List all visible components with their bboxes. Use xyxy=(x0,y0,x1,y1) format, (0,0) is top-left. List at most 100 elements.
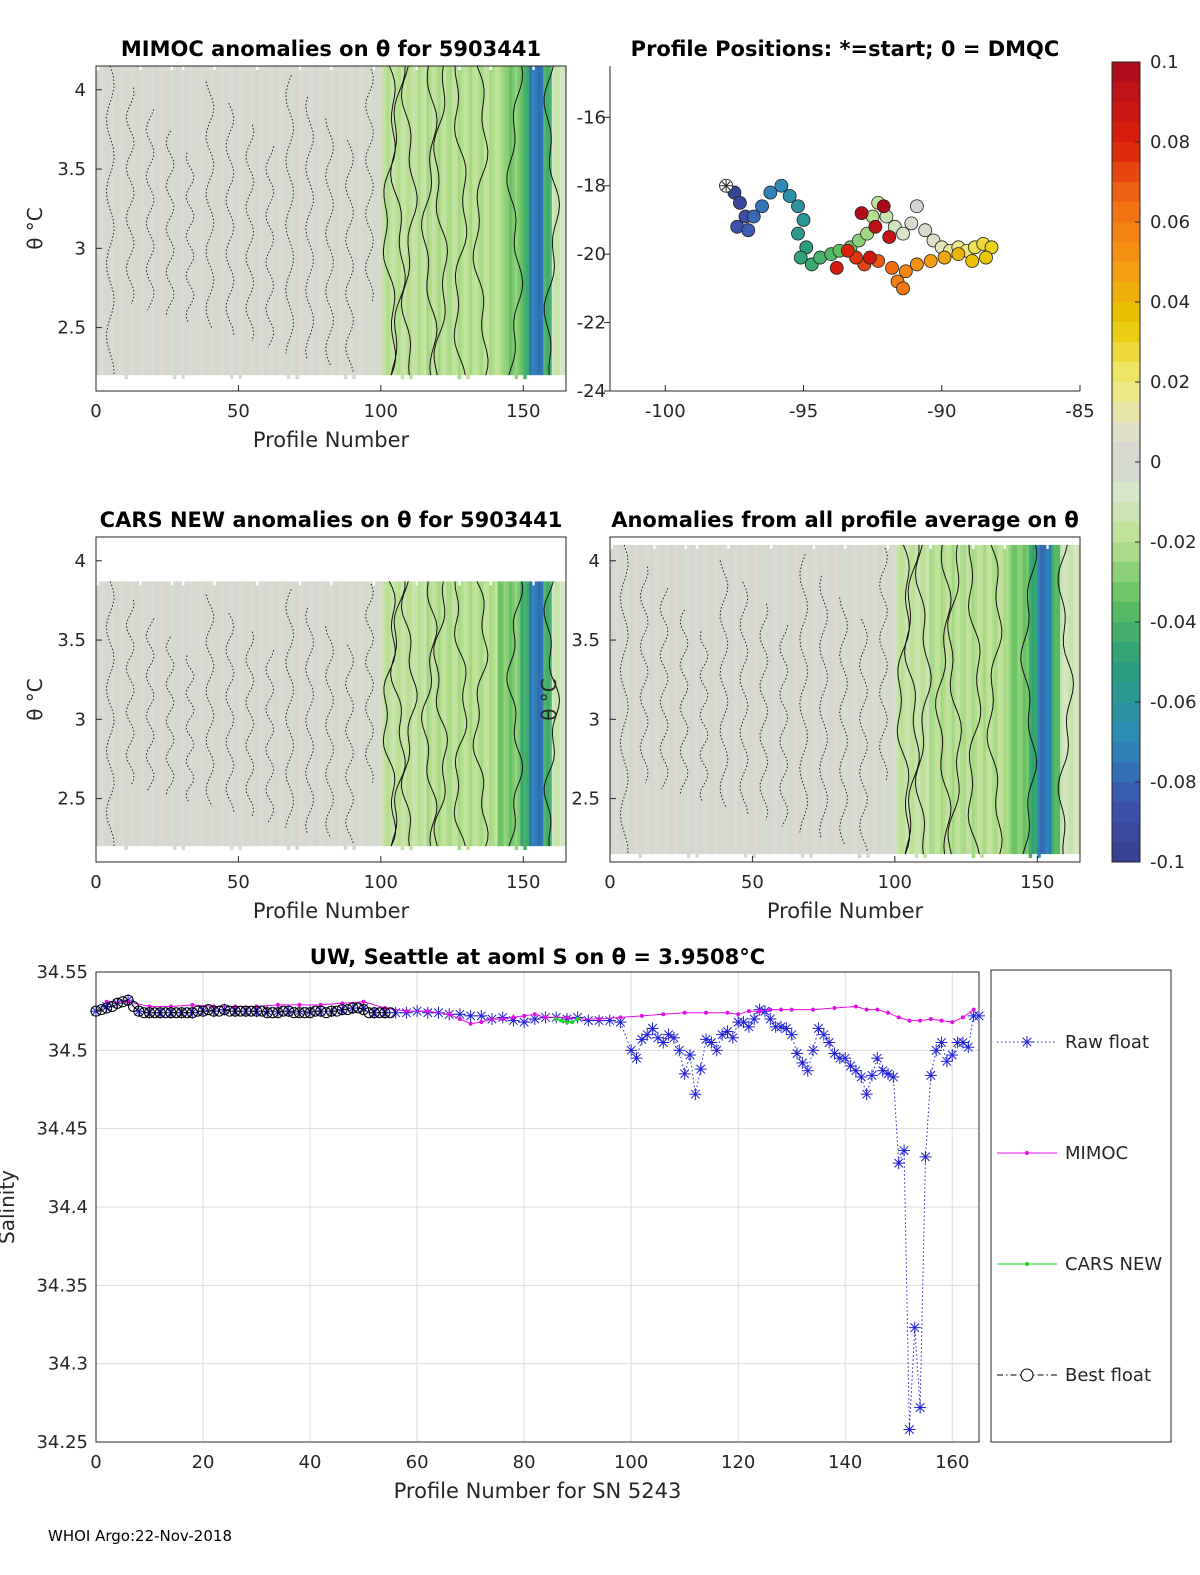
mimoc-cell xyxy=(170,70,174,376)
position-point xyxy=(979,250,993,265)
cars-cell xyxy=(457,585,462,851)
avg-cell xyxy=(869,544,873,855)
cars-contour xyxy=(400,581,418,847)
avg-cell xyxy=(1003,548,1007,855)
colorbar-segment xyxy=(1112,202,1140,223)
raw-float-point xyxy=(899,1146,909,1156)
avg-cell xyxy=(988,544,993,855)
mimoc-cell xyxy=(389,66,393,376)
cars-cell xyxy=(397,581,402,847)
mimoc-cell xyxy=(98,66,103,376)
mimoc-cell xyxy=(172,66,177,380)
mimoc-cell xyxy=(127,66,131,376)
raw-float-point xyxy=(466,1011,476,1021)
mimoc-point xyxy=(918,1018,923,1023)
cars-cell xyxy=(155,581,160,847)
colorbar-tick-label: -0.06 xyxy=(1150,692,1197,713)
avg-cell xyxy=(706,544,711,855)
best-float-point xyxy=(384,1007,396,1019)
colorbar-segment xyxy=(1112,742,1140,763)
cars-cell xyxy=(486,581,490,847)
mimoc-point xyxy=(490,1017,495,1021)
mimoc-point xyxy=(597,1017,602,1021)
avg-cell xyxy=(666,544,671,855)
avg-xtick-label: 150 xyxy=(1020,872,1054,893)
raw-float-point xyxy=(653,1033,663,1043)
mimoc-cell xyxy=(278,66,282,376)
mimoc-point xyxy=(543,1015,548,1020)
cars-cell xyxy=(147,581,151,847)
cars-new-point xyxy=(564,1020,569,1025)
avg-cell xyxy=(835,544,839,855)
colorbar-segment xyxy=(1112,782,1140,803)
cars-cell xyxy=(443,581,447,847)
avg-cell xyxy=(806,544,810,855)
mimoc-cell xyxy=(264,66,268,376)
cars-cell xyxy=(221,581,225,847)
mimoc-cell xyxy=(372,70,376,376)
best-float-point xyxy=(336,1004,348,1016)
cars-xlabel: Profile Number xyxy=(253,899,410,923)
mimoc-cell xyxy=(540,66,544,376)
avg-cell xyxy=(701,544,705,855)
colorbar-tick-label: 0.1 xyxy=(1150,52,1179,73)
raw-float-point xyxy=(947,1050,957,1060)
avg-cell xyxy=(829,544,833,855)
mimoc-cell xyxy=(224,66,228,376)
best-float-point xyxy=(352,1002,364,1014)
avg-cell xyxy=(1014,544,1018,855)
cars-cell xyxy=(266,581,271,847)
position-point xyxy=(876,199,891,214)
best-float-point xyxy=(202,1004,214,1016)
salinity-xtick-label: 0 xyxy=(90,1452,101,1473)
mimoc-cell xyxy=(266,66,271,376)
mimoc-cell xyxy=(346,66,351,376)
salinity-xtick-label: 40 xyxy=(299,1452,322,1473)
raw-float-point xyxy=(781,1023,791,1033)
cars-contour xyxy=(506,581,524,847)
mimoc-cell xyxy=(497,66,502,376)
colorbar-segment xyxy=(1112,402,1140,423)
mimoc-xtick-label: 100 xyxy=(364,401,398,422)
cars-xtick-label: 100 xyxy=(364,872,398,893)
best-float-point xyxy=(229,1005,241,1017)
mimoc-cell xyxy=(355,66,359,376)
avg-cell xyxy=(920,544,924,855)
mimoc-point xyxy=(853,1004,858,1009)
avg-cell xyxy=(800,544,805,859)
mimoc-cell xyxy=(249,66,254,376)
salinity-xtick-label: 20 xyxy=(192,1452,215,1473)
mimoc-point xyxy=(522,1013,527,1018)
mimoc-cell xyxy=(412,66,416,376)
avg-cell xyxy=(675,544,679,855)
mimoc-cell xyxy=(164,66,168,376)
mimoc-point xyxy=(468,1021,473,1026)
cars-cell xyxy=(340,581,345,847)
avg-cell xyxy=(886,548,890,855)
salinity-xlabel: Profile Number for SN 5243 xyxy=(394,1479,682,1503)
avg-cell xyxy=(966,544,970,855)
raw-float-point xyxy=(867,1070,877,1080)
avg-cell xyxy=(686,544,691,859)
best-float-point xyxy=(165,1007,177,1019)
cars-cell xyxy=(104,581,108,847)
avg-cell xyxy=(1025,544,1030,855)
colorbar-segment xyxy=(1112,762,1140,783)
cars-cell xyxy=(144,581,148,847)
raw-float-point xyxy=(824,1037,834,1048)
avg-cell xyxy=(883,544,887,855)
avg-cell xyxy=(795,544,799,855)
cars-cell xyxy=(170,585,174,847)
avg-cell xyxy=(792,544,796,855)
mimoc-point xyxy=(190,1002,195,1007)
mimoc-cell xyxy=(318,66,322,376)
mimoc-cell xyxy=(303,66,308,376)
mimoc-cell xyxy=(292,66,296,376)
cars-cell xyxy=(352,581,356,851)
mimoc-point xyxy=(907,1018,912,1023)
avg-cell xyxy=(957,544,961,855)
cars-contour xyxy=(382,581,397,847)
cars-cell xyxy=(152,581,157,847)
mimoc-cell xyxy=(386,66,390,376)
cars-cell xyxy=(264,581,268,847)
